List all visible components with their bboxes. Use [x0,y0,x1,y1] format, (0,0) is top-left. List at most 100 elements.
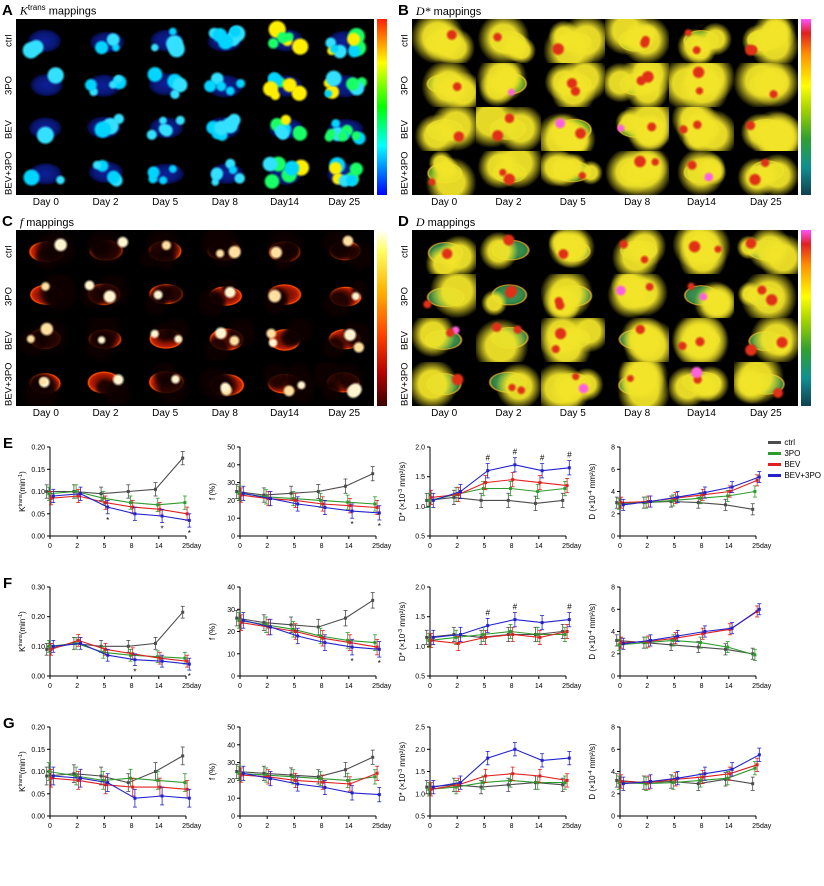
svg-text:25: 25 [372,823,380,830]
chart-series-bev [49,488,190,521]
svg-text:14: 14 [345,823,353,830]
mri-slice [540,318,605,362]
panel-letter: D [398,213,409,230]
svg-text:5: 5 [292,823,296,830]
svg-text:30: 30 [227,607,235,614]
chart-series-ctrl [614,495,755,516]
day-labels: Day 0 Day 2 Day 5 Day 8 Day14 Day 25 [412,406,798,420]
panel-A: A Ktrans mappings ctrl 3PO BEV BEV+3PO Day 0 Da… [0,2,396,209]
mri-slice [314,19,374,63]
day-label: Day 2 [92,196,119,208]
mri-grid-D [412,230,798,406]
svg-text:day: day [380,823,392,830]
significance-marker: * [106,516,109,525]
svg-text:2: 2 [75,543,79,550]
mri-slice [135,318,195,362]
svg-text:5: 5 [102,823,106,830]
chart-series-3po [426,624,567,648]
mri-slice [733,151,798,195]
chart-y-axis-label: Ktrans(min-1) [18,611,27,652]
map-column-left: A Ktrans mappings ctrl 3PO BEV BEV+3PO Day 0 Da… [0,2,396,424]
mri-slice [75,151,136,195]
chart-series-bev [429,472,570,505]
svg-text:14: 14 [535,543,543,550]
colorbar-A [377,19,387,195]
row-labels: ctrl 3PO BEV BEV+3PO [2,230,16,406]
svg-text:2: 2 [611,511,615,518]
svg-text:14: 14 [535,823,543,830]
day-label: Day14 [270,196,299,208]
significance-marker: # [567,451,572,460]
mri-slice [476,230,541,274]
svg-text:14: 14 [725,683,733,690]
svg-text:1.0: 1.0 [415,791,425,798]
svg-text:8: 8 [700,683,704,690]
day-label: Day 2 [495,407,522,419]
day-label: Day 0 [431,407,458,419]
day-labels: Day 0 Day 2 Day 5 Day 8 Day14 Day 25 [16,406,374,420]
svg-text:10: 10 [227,651,235,658]
panel-title-rest: mappings [430,6,482,18]
chart-F-2: 0 10 20 30 40 0 2 5 8 14 25 day f (%) * * [206,577,396,708]
mri-slice [16,318,76,362]
chart-series-bev-3po [241,612,382,658]
mri-slice [605,107,670,151]
svg-text:14: 14 [345,683,353,690]
legend-item-bev-3po: BEV+3PO [768,470,821,481]
svg-text:2: 2 [75,823,79,830]
chart-series-3po [426,481,567,508]
svg-text:2: 2 [611,791,615,798]
day-label: Day14 [687,407,716,419]
day-label: Day 0 [32,196,59,208]
svg-text:8: 8 [320,683,324,690]
chart-series-bev [619,474,760,509]
day-label: Day 8 [211,196,238,208]
chart-series-ctrl [614,772,755,791]
chart-series-3po [46,484,187,512]
mri-slice [669,151,734,195]
legend-swatch [768,452,782,455]
chart-series-ctrl [44,746,185,792]
svg-text:14: 14 [155,683,163,690]
panel-letter: F [3,575,13,592]
mri-slice [314,230,374,274]
svg-text:0: 0 [238,823,242,830]
row-label-bev: BEV [3,330,15,350]
chart-series-ctrl [424,489,565,511]
chart-rows: E 0.00 0.05 0.10 0.15 0.20 0 2 5 8 14 25 day Ktrans(m… [0,424,824,848]
svg-text:2: 2 [455,543,459,550]
mri-slice [412,274,477,318]
mri-slice [669,274,734,318]
chart-series-bev-3po [431,612,572,645]
mri-slice [195,318,255,362]
row-label-bev: BEV [399,330,411,350]
chart-series-bev-3po [241,765,382,803]
svg-text:6: 6 [611,747,615,754]
chart-y-axis-label: Ktrans(min-1) [18,471,27,512]
mri-slice [195,230,255,274]
colorbar-B [801,19,811,195]
svg-text:50: 50 [227,445,235,452]
svg-text:1.5: 1.5 [415,614,425,621]
chart-G-3: 0.5 1.0 1.5 2.0 2.5 0 2 5 8 14 25 day D* (×10-3 mm²/… [396,717,586,848]
svg-text:0.5: 0.5 [415,534,425,541]
mri-slice [254,63,315,107]
svg-text:0.00: 0.00 [31,674,45,681]
row-label-ctrl: ctrl [399,34,411,48]
mri-slice [476,274,541,318]
mri-slice [254,107,315,151]
panel-body-D: ctrl 3PO BEV BEV+3PO [398,230,824,406]
mri-slice [540,274,605,318]
row-label-3po: 3PO [399,75,411,95]
row-label-3po: 3PO [3,75,15,95]
svg-text:0.10: 0.10 [31,644,45,651]
panel-body-A: ctrl 3PO BEV BEV+3PO [2,19,396,195]
